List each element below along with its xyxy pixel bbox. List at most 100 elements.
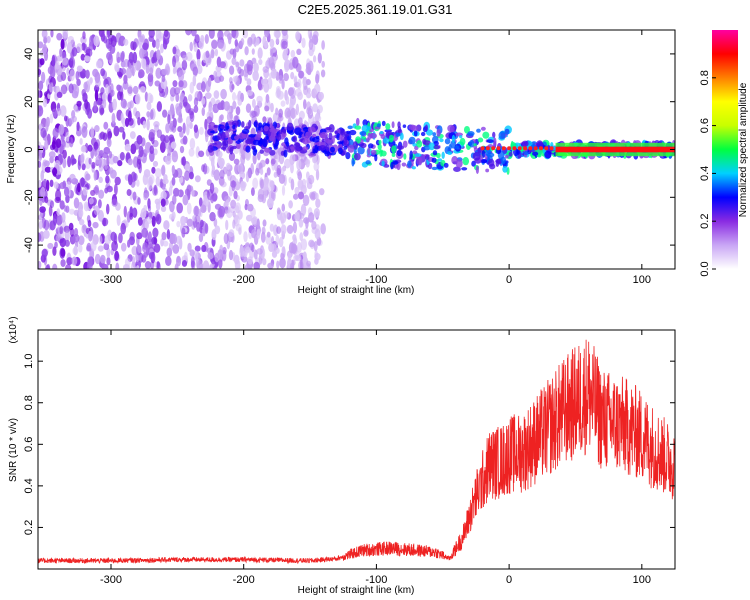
signal-blob	[395, 132, 401, 137]
noise-blob	[132, 85, 139, 95]
noise-blob	[98, 132, 103, 141]
noise-blob	[288, 62, 294, 71]
signal-blob	[402, 124, 407, 129]
noise-blob	[40, 186, 46, 198]
signal-blob	[467, 130, 475, 137]
noise-blob	[190, 256, 195, 268]
noise-blob	[200, 204, 207, 213]
noise-blob	[290, 49, 296, 58]
noise-blob	[314, 112, 320, 123]
noise-blob	[145, 216, 152, 225]
colorbar-tick-label: 0.6	[699, 118, 711, 133]
signal-blob	[391, 145, 397, 154]
signal-blob	[396, 145, 405, 150]
signal-blob	[447, 150, 453, 155]
noise-blob	[153, 185, 158, 196]
signal-blob	[463, 125, 470, 134]
noise-blob	[310, 192, 316, 201]
noise-blob	[152, 160, 159, 167]
noise-blob	[182, 135, 188, 145]
noise-blob	[100, 254, 106, 264]
noise-blob	[54, 196, 62, 204]
noise-blob	[48, 151, 56, 159]
noise-blob	[256, 248, 263, 255]
noise-blob	[269, 38, 275, 48]
noise-blob	[170, 106, 175, 116]
signal-blob	[376, 123, 381, 128]
signal-blob	[302, 126, 309, 132]
noise-blob	[233, 158, 240, 165]
noise-blob	[194, 215, 201, 225]
noise-blob	[226, 111, 233, 122]
noise-blob	[262, 35, 267, 47]
signal-blob	[480, 126, 486, 131]
noise-blob	[268, 56, 275, 69]
noise-blob	[320, 69, 326, 78]
signal-blob	[461, 167, 468, 171]
noise-blob	[118, 126, 125, 133]
noise-blob	[291, 243, 298, 254]
signal-blob	[451, 134, 456, 144]
noise-blob	[284, 59, 291, 71]
noise-blob	[235, 223, 242, 232]
noise-blob	[42, 43, 48, 55]
signal-blob	[422, 138, 427, 145]
noise-blob	[207, 252, 214, 260]
signal-blob	[208, 121, 216, 130]
noise-blob	[239, 59, 245, 67]
x-tick-label: 0	[506, 574, 512, 586]
noise-blob	[298, 260, 304, 269]
noise-blob	[217, 30, 224, 41]
noise-blob	[244, 46, 249, 56]
noise-blob	[317, 104, 323, 114]
noise-blob	[225, 219, 229, 231]
noise-blob	[155, 38, 160, 50]
noise-blob	[76, 121, 80, 132]
noise-blob	[93, 141, 99, 150]
noise-blob	[231, 30, 237, 39]
noise-blob	[114, 176, 121, 186]
noise-blob	[299, 232, 304, 242]
noise-blob	[88, 197, 94, 205]
noise-blob	[112, 98, 118, 111]
noise-blob	[73, 197, 80, 209]
noise-blob	[69, 208, 75, 215]
noise-blob	[168, 134, 175, 142]
noise-blob	[136, 244, 142, 256]
signal-blob	[325, 127, 332, 131]
noise-blob	[253, 62, 259, 73]
signal-blob	[409, 150, 413, 160]
noise-blob	[305, 78, 311, 86]
noise-blob	[85, 48, 93, 58]
noise-blob	[223, 101, 231, 112]
noise-blob	[170, 141, 177, 149]
noise-blob	[95, 60, 103, 69]
noise-blob	[301, 37, 306, 49]
noise-blob	[169, 120, 176, 131]
noise-blob	[230, 180, 237, 188]
noise-blob	[120, 242, 127, 252]
noise-blob	[235, 61, 240, 68]
spectrogram-y-label: Frequency (Hz)	[6, 115, 17, 184]
noise-blob	[76, 43, 83, 53]
noise-blob	[265, 93, 270, 104]
signal-blob	[354, 125, 362, 130]
y-tick-label: -40	[23, 237, 35, 253]
noise-blob	[205, 50, 210, 59]
noise-blob	[75, 70, 80, 81]
noise-blob	[67, 35, 75, 45]
noise-blob	[294, 211, 300, 222]
noise-blob	[142, 42, 149, 51]
noise-blob	[127, 239, 131, 248]
noise-blob	[122, 131, 126, 140]
signal-blob	[367, 147, 371, 156]
noise-blob	[56, 214, 63, 226]
signal-blob	[472, 151, 481, 161]
noise-blob	[104, 235, 112, 245]
noise-blob	[39, 58, 45, 66]
noise-blob	[111, 112, 116, 125]
noise-blob	[184, 163, 191, 173]
noise-blob	[130, 64, 135, 74]
noise-blob	[62, 149, 67, 159]
noise-blob	[103, 242, 110, 251]
